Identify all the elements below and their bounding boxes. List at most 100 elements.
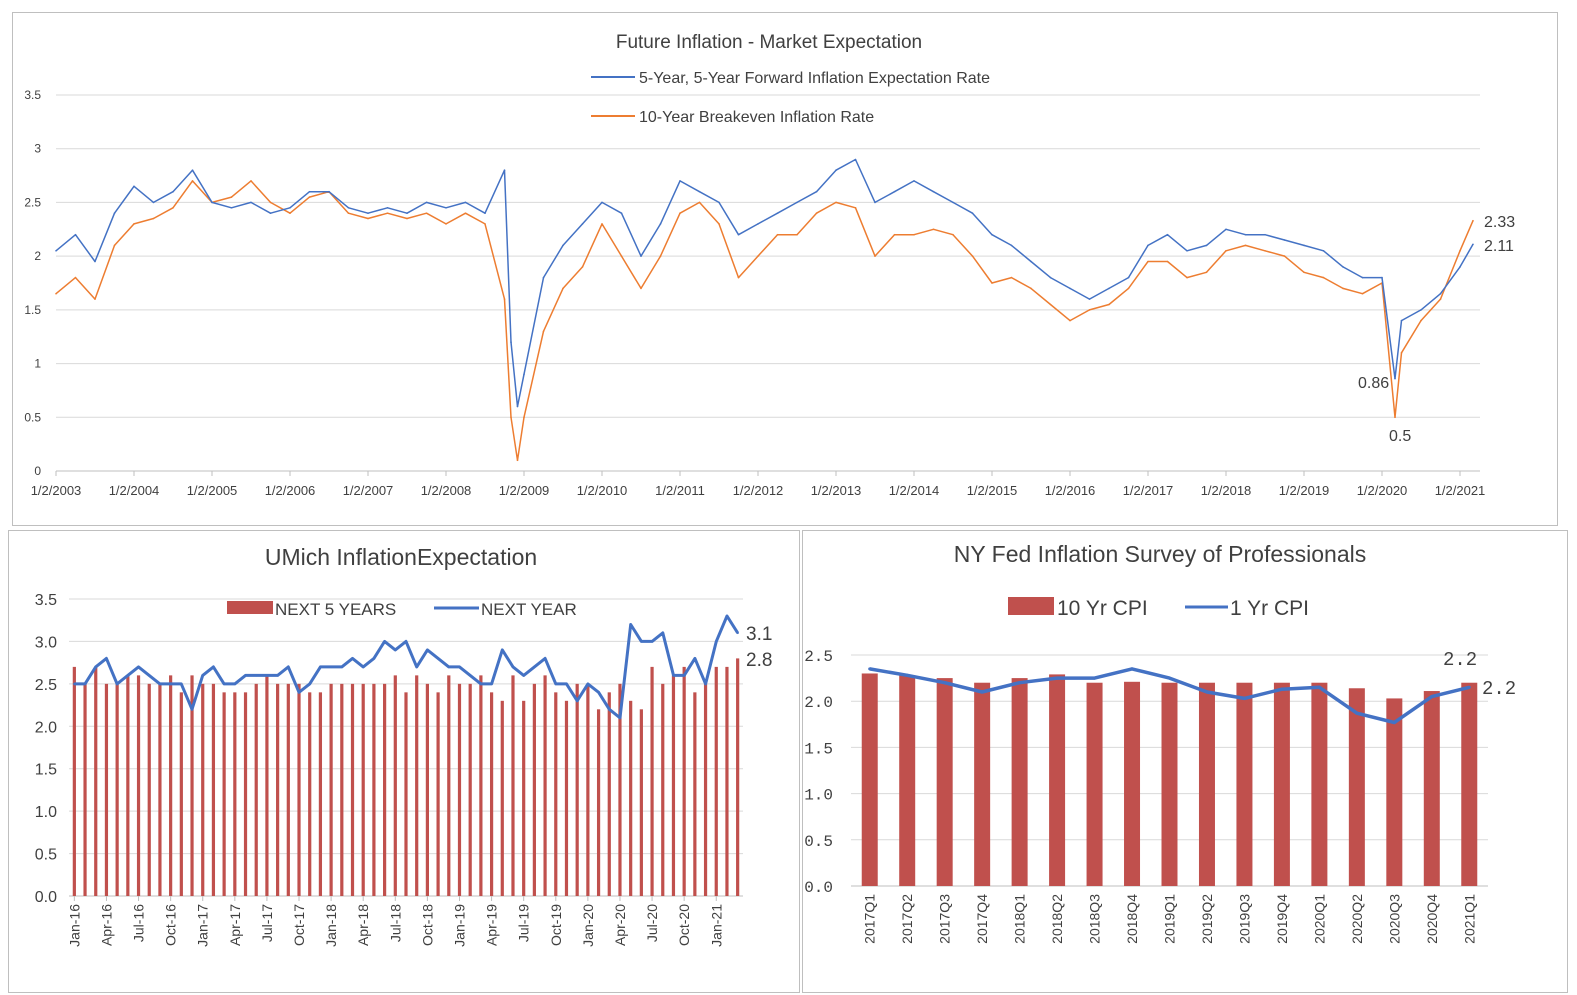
data-point (255, 674, 258, 677)
y-tick-label: 2.5 (24, 195, 41, 209)
data-point (1030, 287, 1032, 290)
chart-title: UMich InflationExpectation (265, 544, 537, 570)
data-point (620, 212, 623, 214)
y-tick-label: 1.5 (804, 740, 833, 758)
data-point (55, 250, 57, 252)
x-tick-label: Oct-18 (419, 904, 435, 946)
data-point (426, 648, 429, 652)
bar-next-5-years (72, 666, 76, 896)
data-point (1317, 685, 1321, 689)
y-tick-label: 0.5 (35, 847, 57, 864)
x-tick-label: 1/2/2008 (421, 483, 472, 498)
bar-next-5-years (297, 683, 301, 896)
data-point (105, 657, 108, 660)
x-tick-label: Oct-19 (548, 904, 564, 946)
data-point (367, 212, 369, 214)
bar-next-5-years (222, 692, 226, 896)
data-point (55, 292, 57, 295)
y-tick-label: 3 (34, 142, 41, 156)
x-tick-label: 1/2/2010 (577, 483, 628, 498)
data-point (562, 244, 564, 247)
annotation-10yr-last: 2.2 (1443, 649, 1477, 671)
bar-next-5-years (596, 709, 601, 896)
bar-next-5-years (393, 675, 397, 896)
bar-next-5-years (554, 692, 558, 896)
x-tick-label: Jul-20 (644, 904, 660, 942)
y-tick-label: 2 (34, 249, 41, 263)
data-point (980, 690, 984, 694)
data-point (501, 648, 504, 652)
bar-next-5-years (115, 683, 119, 896)
data-point (276, 674, 279, 677)
data-point (1010, 244, 1013, 247)
umich-chart: UMich InflationExpectation NEXT 5 YEARS … (35, 544, 773, 947)
data-point (1018, 681, 1022, 685)
data-point (133, 223, 135, 225)
x-tick-label: Apr-20 (612, 904, 628, 946)
bar-next-5-years (318, 692, 323, 896)
data-point (511, 665, 515, 669)
bar-next-5-years (447, 675, 451, 896)
x-tick-label: 2017Q1 (862, 894, 878, 944)
x-tick-label: Apr-19 (484, 904, 500, 946)
data-point (757, 255, 759, 257)
bar-next-5-years (136, 675, 141, 896)
x-tick-label: Apr-16 (98, 904, 114, 946)
data-point (425, 212, 428, 214)
x-tick-label: 1/2/2009 (499, 483, 550, 498)
data-point (679, 212, 681, 214)
x-tick-label: 2020Q4 (1424, 894, 1440, 944)
x-tick-label: 2019Q2 (1199, 894, 1215, 944)
data-point (74, 233, 77, 236)
x-tick-label: Apr-18 (355, 904, 371, 946)
data-point (1069, 287, 1071, 290)
bar-10yr-cpi (936, 678, 953, 886)
legend-label-5y5y: 5-Year, 5-Year Forward Inflation Expecta… (639, 70, 990, 87)
data-point (736, 631, 739, 635)
bar-next-5-years (682, 666, 686, 896)
data-point (874, 255, 876, 257)
legend-label-next-5-years: NEXT 5 YEARS (275, 600, 396, 619)
data-point (1088, 298, 1091, 300)
bar-next-5-years (169, 675, 173, 896)
data-point (516, 459, 519, 462)
annotation-5y5y-low: 0.86 (1358, 375, 1389, 392)
bar-next-5-years (703, 683, 708, 896)
data-point (367, 217, 369, 220)
data-point (1088, 309, 1091, 311)
data-point (581, 223, 584, 225)
data-point (1472, 219, 1474, 222)
bar-next-5-years (233, 692, 237, 896)
x-tick-label: 1/2/2019 (1279, 483, 1330, 498)
data-point (1186, 250, 1188, 252)
data-point (1147, 244, 1149, 247)
bar-next-5-years (693, 692, 697, 896)
data-point (406, 212, 408, 214)
data-point (1467, 685, 1471, 689)
market-expectation-panel: Future Inflation - Market Expectation 5-… (12, 12, 1558, 526)
bar-10yr-cpi (1086, 682, 1103, 886)
legend-label-1yr-cpi: 1 Yr CPI (1230, 597, 1309, 620)
bar-next-5-years (736, 658, 740, 896)
data-point (289, 212, 291, 214)
data-point (190, 708, 194, 711)
data-point (230, 207, 233, 209)
data-point (289, 207, 291, 209)
data-point (362, 665, 365, 669)
bar-next-5-years (276, 683, 280, 896)
y-tick-label: 2.0 (804, 694, 833, 712)
x-tick-label: 1/2/2006 (265, 483, 316, 498)
forward-5y5y-line (55, 158, 1474, 408)
data-point (297, 691, 301, 694)
y-tick-label: 2.5 (35, 677, 57, 694)
data-point (1130, 667, 1134, 671)
bar-10yr-cpi (1049, 674, 1066, 886)
bar-next-5-years (83, 683, 87, 896)
data-point (991, 282, 993, 284)
x-tick-label: 2018Q3 (1087, 894, 1103, 944)
data-point (148, 674, 151, 677)
x-tick-label: 1/2/2005 (187, 483, 238, 498)
data-point (458, 665, 461, 669)
bar-10yr-cpi (1124, 681, 1141, 886)
data-point (796, 233, 798, 236)
